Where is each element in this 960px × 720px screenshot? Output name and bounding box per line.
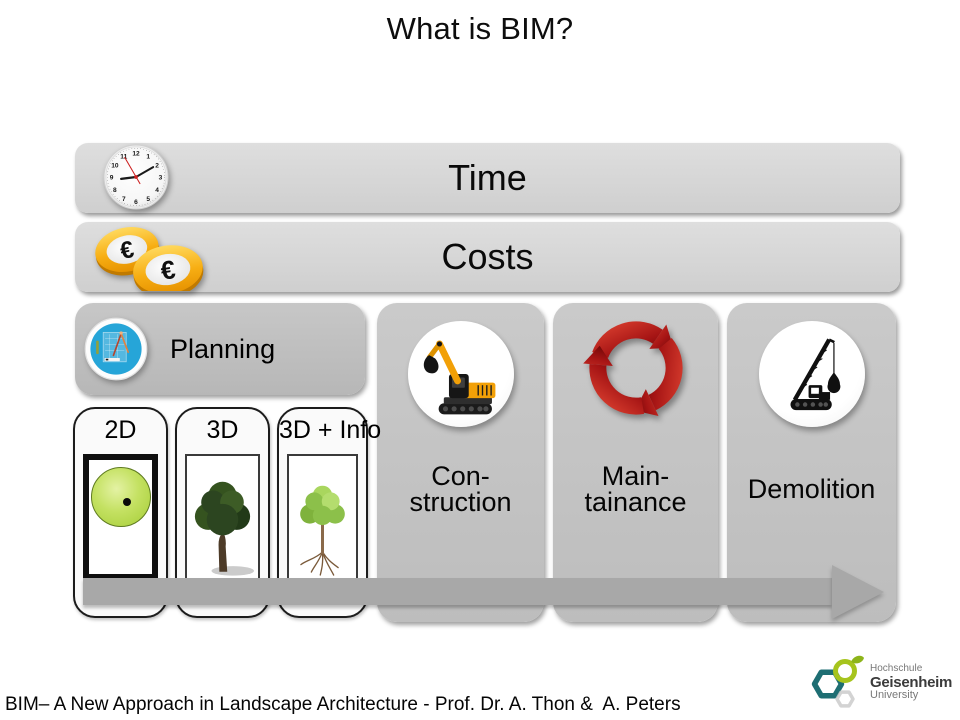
footer-credit: BIM– A New Approach in Landscape Archite… xyxy=(5,694,681,715)
costs-label: Costs xyxy=(441,236,534,277)
svg-text:€: € xyxy=(118,236,137,265)
tree-3d-icon xyxy=(194,481,255,576)
construction-label: Con- struction xyxy=(409,461,512,517)
svg-text:5: 5 xyxy=(146,196,150,203)
crane-icon-circle xyxy=(758,321,865,427)
svg-text:10: 10 xyxy=(111,162,119,169)
maintainance-card: Main- tainance xyxy=(553,303,718,622)
construction-card: Con- struction xyxy=(377,303,544,622)
page-title: What is BIM? xyxy=(386,11,574,46)
svg-text:€: € xyxy=(159,254,178,286)
svg-text:6: 6 xyxy=(134,199,138,206)
svg-text:4: 4 xyxy=(155,187,159,194)
timeline-arrow-shaft xyxy=(83,578,832,605)
lod-2d-label: 2D xyxy=(104,416,137,444)
maintainance-label: Main- tainance xyxy=(584,461,687,517)
logo-text: Hochschule Geisenheim University xyxy=(870,664,952,702)
svg-text:8: 8 xyxy=(113,187,117,194)
svg-text:1: 1 xyxy=(146,154,150,161)
time-bar: 12 1 2 3 4 5 6 7 8 9 10 11 Time xyxy=(75,143,900,213)
planning-card: Planning xyxy=(75,303,365,395)
planning-label: Planning xyxy=(170,333,276,364)
excavator-icon xyxy=(423,340,495,415)
logo-line-geisenheim: Geisenheim xyxy=(870,673,953,691)
tree-canopy-circle xyxy=(90,467,151,527)
university-logo: Hochschule Geisenheim University xyxy=(810,650,960,716)
lod-3d-info-label: 3D + Info xyxy=(279,416,382,444)
svg-text:7: 7 xyxy=(122,196,126,203)
logo-line-hochschule: Hochschule xyxy=(870,663,923,675)
svg-text:3: 3 xyxy=(159,175,163,182)
svg-text:11: 11 xyxy=(120,154,127,161)
lod-3d-label: 3D xyxy=(206,416,239,444)
costs-bar: € € Costs xyxy=(75,222,900,292)
svg-text:2: 2 xyxy=(155,162,159,169)
demolition-label: Demolition xyxy=(747,474,876,504)
svg-text:9: 9 xyxy=(110,175,114,182)
tree-trunk-dot xyxy=(122,498,131,507)
tree-with-roots-photo xyxy=(287,454,358,580)
tree-roots-icon xyxy=(300,485,345,576)
geisenheim-logo-icon xyxy=(811,655,864,708)
svg-text:12: 12 xyxy=(132,151,140,158)
logo-line-university: University xyxy=(870,689,919,702)
tree-photo xyxy=(185,454,260,580)
euro-coins-icon: € € xyxy=(95,226,204,291)
time-label: Time xyxy=(448,157,527,198)
lod-card-3d: 3D xyxy=(175,407,270,618)
timeline-arrow-head xyxy=(832,565,884,619)
wrecking-ball-crane-icon xyxy=(790,338,840,411)
tree-plan-symbol xyxy=(83,454,158,580)
recycle-arrows-icon xyxy=(582,321,683,416)
excavator-icon-circle xyxy=(407,321,514,427)
clock-icon: 12 1 2 3 4 5 6 7 8 9 10 11 xyxy=(103,144,169,210)
blueprint-compass-icon xyxy=(84,317,148,381)
